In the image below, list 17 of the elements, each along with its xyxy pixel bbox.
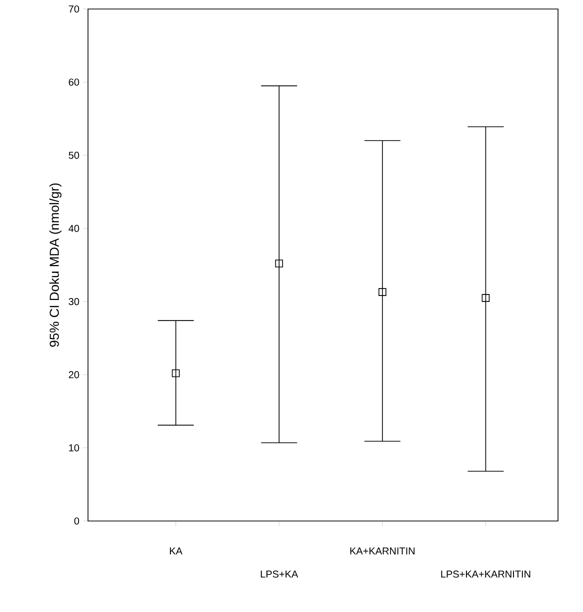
y-tick-label: 50 <box>68 152 80 159</box>
point <box>172 369 180 378</box>
y-tick-label: 40 <box>68 224 80 232</box>
point <box>275 260 284 268</box>
y-tick-label: 20 <box>68 371 80 378</box>
x-tick-label: KA+KARNITIN <box>350 548 415 554</box>
x-tick-label: LPS+KA+KARNITIN <box>441 570 530 578</box>
y-tick-label: 0 <box>74 517 80 525</box>
x-tick-label: KA <box>170 548 182 554</box>
x-tick-label: LPS+KA <box>260 570 298 578</box>
point <box>482 294 490 302</box>
y-tick-label: 30 <box>68 298 80 306</box>
y-tick-label: 10 <box>69 444 80 452</box>
y-tick-label: 60 <box>68 78 80 86</box>
y-axis-title: 95% CI Doku MDA (nmol/gr) <box>49 183 62 347</box>
point <box>378 288 386 296</box>
y-tick-label: 70 <box>68 5 80 13</box>
